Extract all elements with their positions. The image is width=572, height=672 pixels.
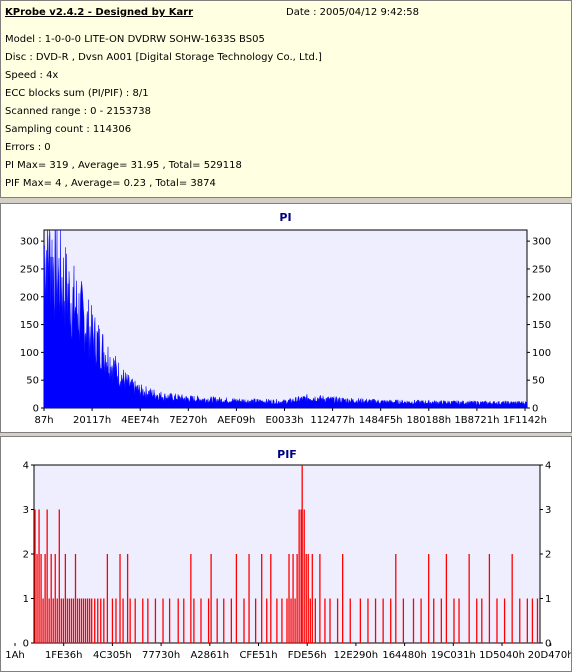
y-tick-label-left: 200 [20,292,39,303]
info-pi-stats: PI Max= 319 , Average= 31.95 , Total= 52… [5,160,242,171]
y-tick-label-right: 50 [532,376,545,387]
x-tick-label: 180188h [407,415,452,426]
x-tick-label: 77730h [142,650,180,661]
x-tick-label: 19C031h [431,650,476,661]
chart-title: PI [279,211,291,224]
info-sampling-count: Sampling count : 114306 [5,124,132,135]
y-tick-label-left: 0 [33,404,39,415]
y-tick-label-right: 250 [532,264,551,275]
x-tick-label: 20D470h [528,650,571,661]
pif-chart: PIF 0 0 1 1 2 2 3 3 4 4 1Ah 1FE36h 4C305h 77730h A2861h… [5,448,571,661]
y-tick-label-left: 4 [23,461,29,472]
y-tick-label-right: 4 [545,461,551,472]
x-tick-label: 1FE36h [45,650,83,661]
y-tick-label-left: 2 [23,550,29,561]
info-errors: Errors : 0 [5,142,51,153]
x-tick-label: 4EE74h [121,415,159,426]
y-tick-label-right: 100 [532,348,551,359]
x-tick-label: 1D5040h [479,650,525,661]
x-tick-label: 20117h [73,415,111,426]
x-tick-label: FDE56h [288,650,327,661]
pif-chart-panel: PIF 0 0 1 1 2 2 3 3 4 4 1Ah 1FE36h 4C305h 77730h A2861h… [0,436,572,672]
x-tick-label: A2861h [190,650,229,661]
info-pif-stats: PIF Max= 4 , Average= 0.23 , Total= 3874 [5,178,216,189]
y-tick-label-left: 300 [20,237,39,248]
x-tick-label: AEF09h [217,415,255,426]
y-tick-label-right: 200 [532,292,551,303]
x-tick-label: 12E290h [334,650,378,661]
y-tick-label-right: 2 [545,550,551,561]
x-tick-label: 1484F5h [359,415,403,426]
y-tick-label-right: 1 [545,594,551,605]
y-tick-label-left: 50 [26,376,39,387]
x-tick-label: 164480h [382,650,427,661]
y-tick-label-right: 150 [532,320,551,331]
x-tick-label: 1Ah [5,650,25,661]
y-tick-label-left: 3 [23,505,29,516]
pi-chart-panel: PI 0 0 50 50 100 100 150 150 200 200 250 250 300 300 87… [0,203,572,433]
plot-area [43,229,528,409]
y-tick-label-left: 100 [20,348,39,359]
info-model: Model : 1-0-0-0 LITE-ON DVDRW SOHW-1633S… [5,34,265,45]
info-disc: Disc : DVD-R , Dvsn A001 [Digital Storag… [5,52,322,63]
x-tick-label: CFE51h [239,650,277,661]
chart-title: PIF [277,448,297,461]
x-tick-label: E0033h [265,415,303,426]
x-tick-label: 4C305h [93,650,132,661]
y-tick-label-left: 0 [23,639,29,650]
y-tick-label-right: 300 [532,237,551,248]
x-tick-label: 87h [34,415,53,426]
pi-series [43,229,528,409]
y-tick-label-left: 150 [20,320,39,331]
scan-date: Date : 2005/04/12 9:42:58 [286,7,419,18]
app-title: KProbe v2.4.2 - Designed by Karr [5,7,194,18]
y-tick-label-left: 1 [23,594,29,605]
y-tick-label-left: 250 [20,264,39,275]
y-tick-label-right: 0 [532,404,538,415]
x-tick-label: 1B8721h [454,415,499,426]
info-ecc-blocks: ECC blocks sum (PI/PIF) : 8/1 [5,88,149,99]
x-tick-label: 112477h [310,415,355,426]
y-tick-label-right: 3 [545,505,551,516]
info-scanned-range: Scanned range : 0 - 2153738 [5,106,151,117]
x-tick-label: 1F1142h [503,415,547,426]
info-speed: Speed : 4x [5,70,59,81]
scan-info-panel: KProbe v2.4.2 - Designed by Karr Date : … [0,0,572,198]
x-tick-label: 7E270h [169,415,207,426]
pi-chart: PI 0 0 50 50 100 100 150 150 200 200 250 250 300 300 87… [20,211,551,426]
y-tick-label-right: 0 [545,639,551,650]
